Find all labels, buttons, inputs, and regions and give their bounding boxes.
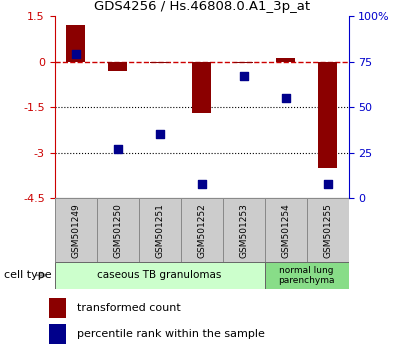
Bar bbox=[192, 62, 211, 113]
Text: percentile rank within the sample: percentile rank within the sample bbox=[77, 329, 265, 339]
Bar bbox=[66, 25, 85, 62]
Bar bbox=[55, 198, 97, 262]
Bar bbox=[108, 62, 127, 71]
Bar bbox=[181, 198, 223, 262]
Bar bbox=[234, 62, 253, 63]
Bar bbox=[150, 62, 169, 63]
Title: GDS4256 / Hs.46808.0.A1_3p_at: GDS4256 / Hs.46808.0.A1_3p_at bbox=[94, 0, 310, 13]
Bar bbox=[139, 198, 181, 262]
Bar bbox=[49, 324, 66, 344]
Text: cell type: cell type bbox=[4, 270, 52, 280]
Text: GSM501251: GSM501251 bbox=[155, 203, 164, 258]
Point bbox=[72, 51, 79, 57]
Bar bbox=[318, 62, 337, 168]
Bar bbox=[223, 198, 265, 262]
Text: GSM501252: GSM501252 bbox=[197, 203, 206, 258]
Point bbox=[282, 95, 289, 101]
Text: GSM501254: GSM501254 bbox=[281, 203, 290, 258]
Point bbox=[198, 181, 205, 187]
Text: normal lung
parenchyma: normal lung parenchyma bbox=[278, 266, 335, 285]
Bar bbox=[55, 262, 265, 289]
Bar bbox=[276, 58, 295, 62]
Text: caseous TB granulomas: caseous TB granulomas bbox=[97, 270, 222, 280]
Point bbox=[240, 73, 247, 79]
Bar bbox=[307, 198, 349, 262]
Bar bbox=[49, 298, 66, 318]
Text: GSM501249: GSM501249 bbox=[71, 203, 80, 258]
Text: GSM501255: GSM501255 bbox=[323, 203, 332, 258]
Point bbox=[156, 132, 163, 137]
Text: GSM501253: GSM501253 bbox=[239, 203, 248, 258]
Point bbox=[324, 181, 331, 187]
Text: GSM501250: GSM501250 bbox=[113, 203, 122, 258]
Point bbox=[114, 146, 121, 152]
Text: transformed count: transformed count bbox=[77, 303, 181, 313]
Bar bbox=[97, 198, 139, 262]
Bar bbox=[265, 262, 349, 289]
Bar bbox=[265, 198, 307, 262]
